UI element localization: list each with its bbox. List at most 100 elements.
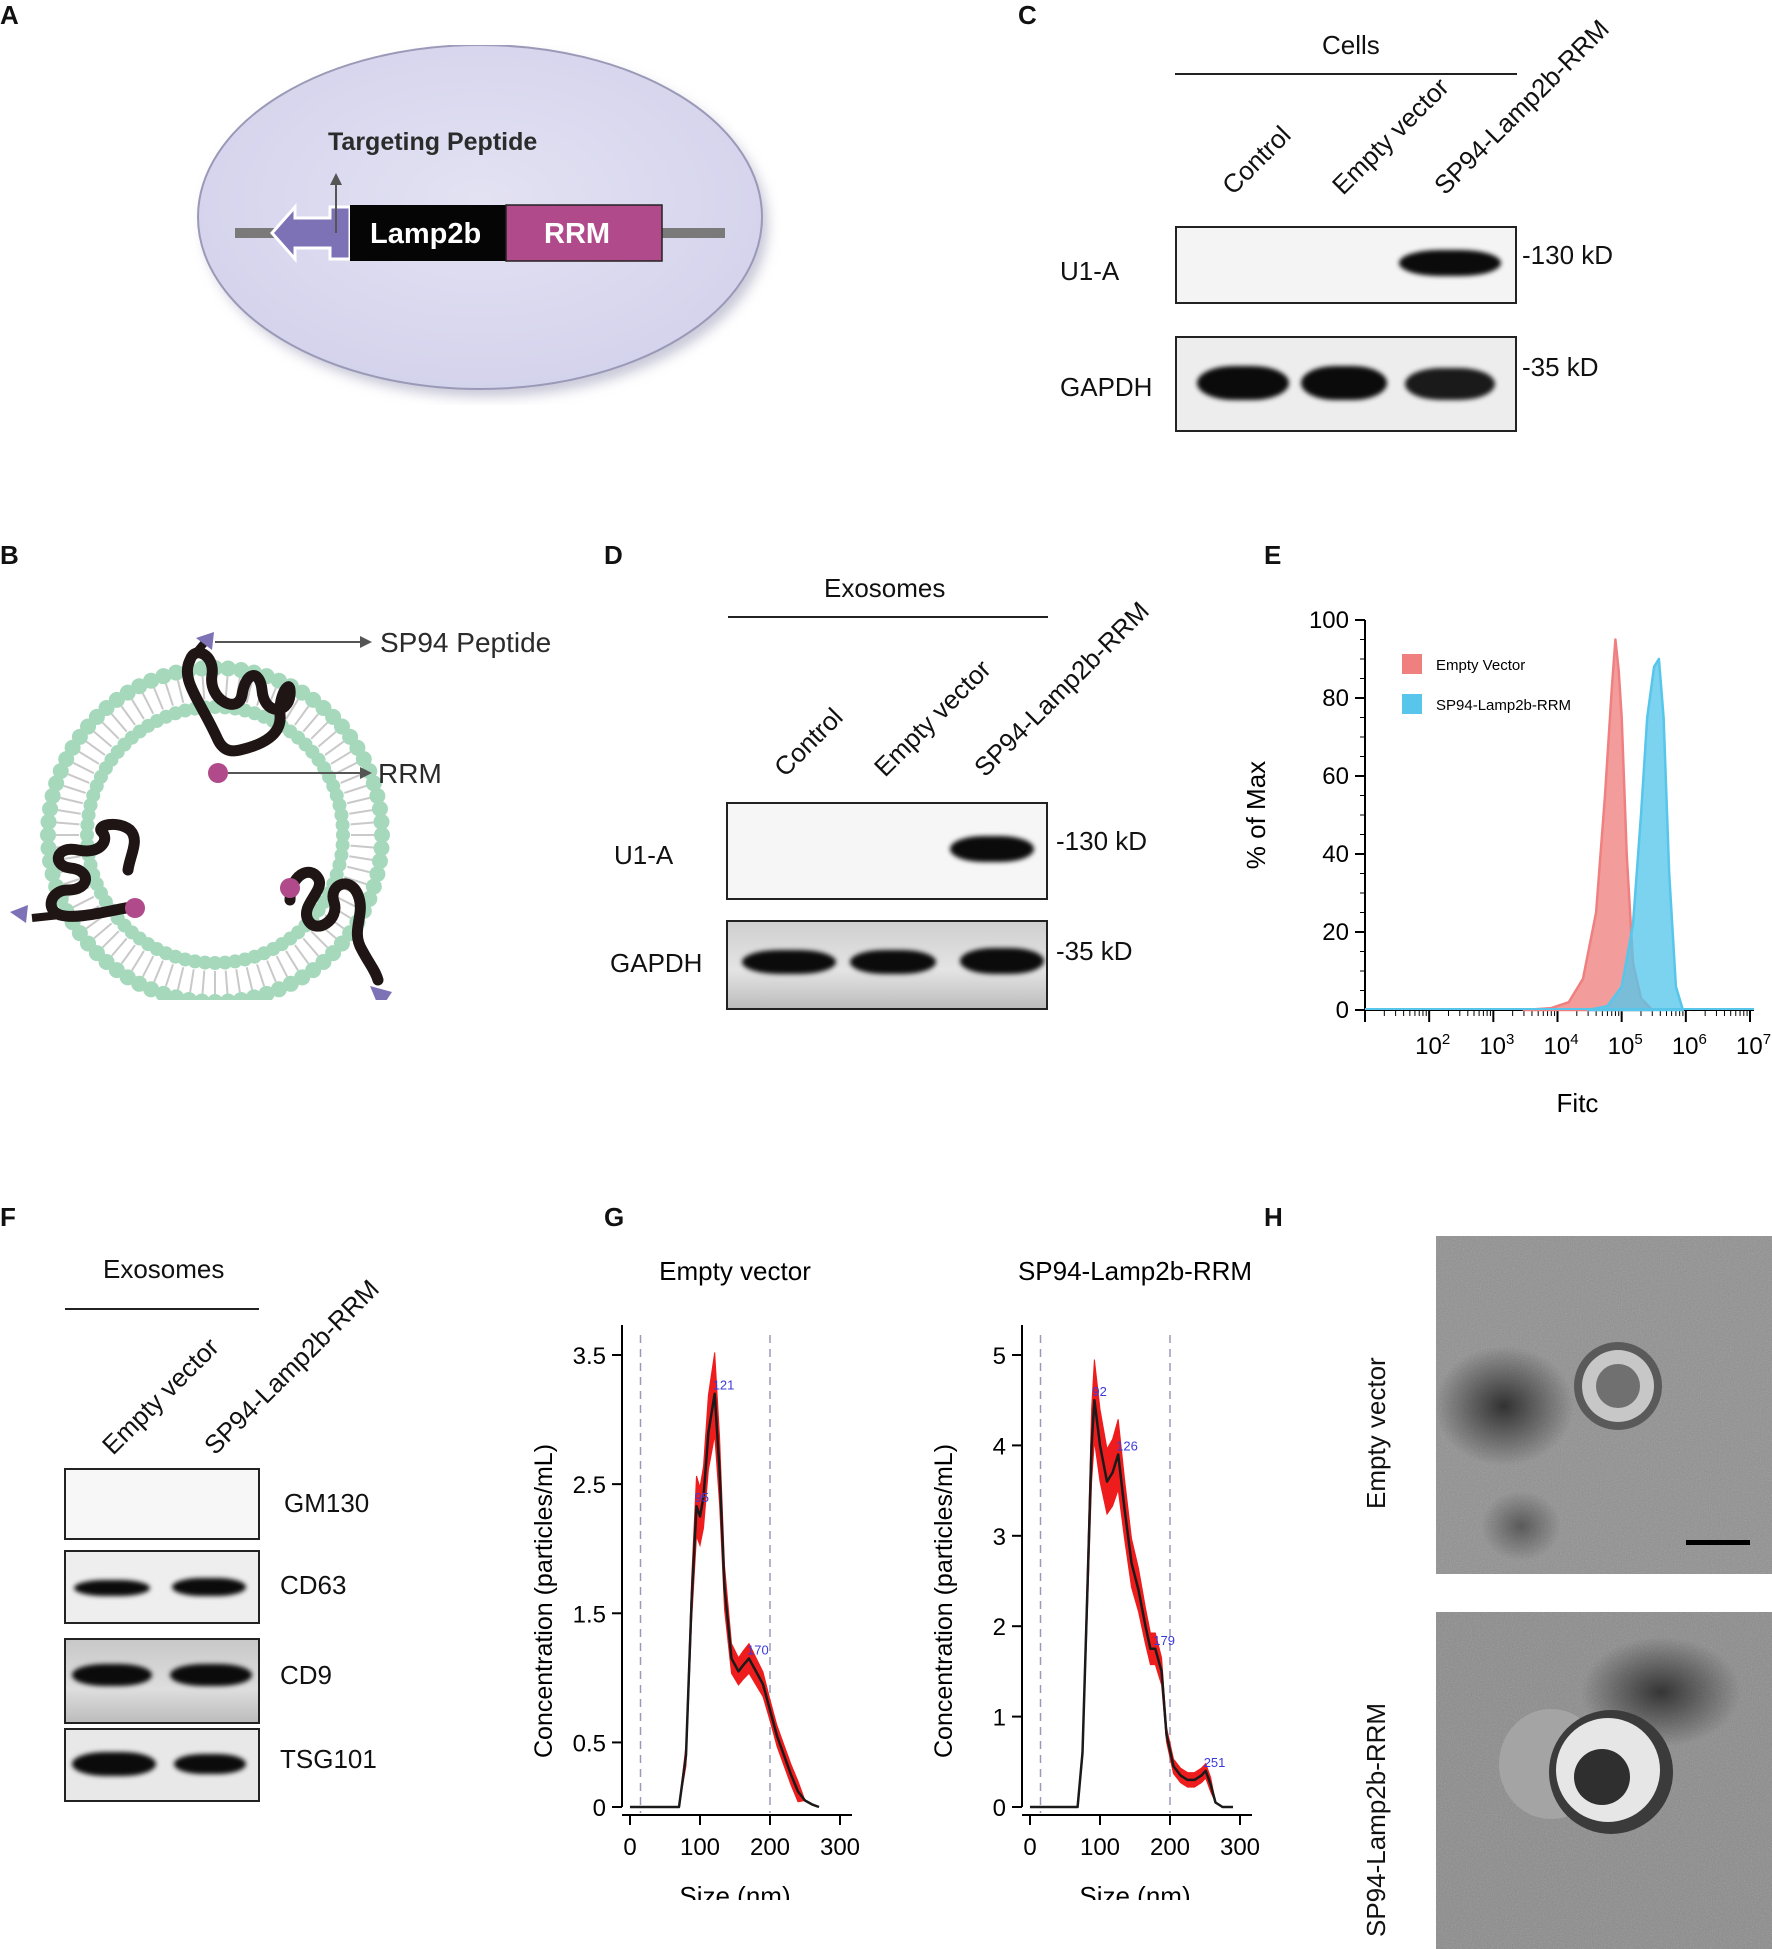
panel-c-gapdh-blot [1175,336,1517,432]
chart-title: SP94-Lamp2b-RRM [1018,1256,1252,1286]
panel-g-chart-empty-vector: Empty vector 0 0.5 1.5 2.5 3.5 0 100 200 300 Size … [500,1240,880,1911]
y-tick-label: 3 [993,1524,1006,1551]
x-axis-label: Size (nm) [1079,1881,1190,1900]
peak-label: 179 [1153,1633,1175,1648]
rrm-label: RRM [544,218,610,250]
y-tick-label: 20 [1322,919,1349,946]
targeting-peptide-label: Targeting Peptide [328,128,537,156]
legend-label: SP94-Lamp2b-RRM [1436,697,1571,714]
panel-letter-g: G [604,1202,625,1232]
panel-d-lane-sp94: SP94-Lamp2b-RRM [968,595,1155,783]
panel-h-row-sp94: SP94-Lamp2b-RRM [1361,1702,1391,1937]
y-tick-label: 3.5 [573,1343,606,1370]
panel-f-gm130-blot [64,1468,260,1540]
x-tick-label: 107 [1736,1031,1771,1060]
panel-d-row-gapdh: GAPDH [610,948,703,978]
panel-f-cd63-blot [64,1550,260,1624]
tem-image-sp94 [1436,1612,1772,1949]
band [742,950,836,974]
y-axis-label: Concentration (particles/mL) [930,1444,958,1758]
histogram-series [1586,657,1685,1012]
peak-label: 251 [1204,1755,1226,1770]
panel-letter-d: D [604,540,623,570]
peak-label: 95 [695,1490,709,1505]
panel-c-row-gapdh: GAPDH [1060,372,1153,402]
x-tick-label: 0 [623,1834,636,1861]
panel-f-row-gm130: GM130 [284,1488,370,1518]
panel-f-tsg101-blot [64,1728,260,1802]
panel-c-lane-sp94: SP94-Lamp2b-RRM [1428,13,1615,201]
x-tick-label: 103 [1479,1031,1514,1060]
panel-c-marker-130: -130 kD [1522,240,1614,270]
x-axis-label: Size (nm) [679,1881,790,1900]
y-axis-label: Concentration (particles/mL) [530,1444,558,1758]
tem-image-empty-vector [1436,1236,1772,1574]
x-tick-label: 300 [820,1834,860,1861]
panel-c-marker-35: -35 kD [1522,352,1599,382]
panel-f-lane-sp94: SP94-Lamp2b-RRM [198,1273,385,1461]
panel-f-row-tsg101: TSG101 [280,1744,377,1774]
y-tick-label: 0 [993,1795,1006,1822]
panel-g-chart-sp94: SP94-Lamp2b-RRM 0 1 2 3 4 5 0 100 200 300 Size (nm)… [900,1240,1260,1911]
y-tick-label: 2.5 [573,1472,606,1499]
peak-label: 121 [713,1378,735,1393]
sp94-peptide-label: SP94 Peptide [380,627,551,658]
x-axis-label: Fitc [1557,1088,1599,1118]
band [960,948,1044,974]
panel-d-gapdh-blot [726,920,1048,1010]
y-tick-label: 100 [1309,607,1349,634]
y-tick-label: 80 [1322,685,1349,712]
x-tick-label: 200 [750,1834,790,1861]
peak-label: 92 [1092,1384,1106,1399]
y-tick-label: 0 [593,1795,606,1822]
panel-d-lane-control: Control [768,701,849,783]
band [1405,368,1495,400]
x-tick-label: 100 [680,1834,720,1861]
panel-letter-h: H [1264,1202,1283,1232]
y-tick-label: 60 [1322,763,1349,790]
panel-letter-c: C [1018,0,1037,30]
x-tick-label: 200 [1150,1834,1190,1861]
band [174,1754,246,1774]
panel-letter-f: F [0,1202,16,1232]
band [74,1580,150,1596]
panel-d-marker-35: -35 kD [1056,936,1133,966]
panel-c-u1a-blot [1175,226,1517,304]
band [1399,250,1501,276]
panel-d-group-line [728,616,1048,618]
band [172,1578,246,1596]
lamp2b-label: Lamp2b [370,218,481,250]
peak-label: 126 [1116,1438,1138,1453]
panel-letter-a: A [0,0,19,30]
panel-letter-b: B [0,540,19,570]
x-tick-label: 105 [1608,1031,1643,1060]
legend-swatch [1402,694,1422,714]
band [950,836,1034,862]
panel-f-cd9-blot [64,1638,260,1724]
panel-f-group-label: Exosomes [103,1254,225,1284]
band [850,950,936,974]
panel-f-row-cd63: CD63 [280,1570,347,1600]
x-tick-label: 100 [1080,1834,1120,1861]
panel-d-group-label: Exosomes [824,573,946,603]
panel-c-group-label: Cells [1322,30,1380,60]
x-tick-label: 104 [1544,1031,1579,1060]
x-tick-label: 0 [1023,1834,1036,1861]
panel-d-u1a-blot [726,802,1048,900]
band [72,1752,156,1776]
panel-a-construct-diagram: Targeting Peptide Lamp2b RRM [180,44,780,405]
x-tick-label: 300 [1220,1834,1260,1861]
panel-d-row-u1a: U1-A [614,840,674,870]
panel-b-exosome-diagram: SP94 Peptide RRM [0,620,600,1010]
panel-c-group-line [1175,73,1517,75]
panel-b-rrm-label: RRM [378,758,442,789]
legend-swatch [1402,654,1422,674]
concentration-line [630,1392,820,1809]
x-tick-label: 102 [1415,1031,1450,1060]
y-tick-label: 1 [993,1705,1006,1732]
panel-c-row-u1a: U1-A [1060,256,1120,286]
concentration-line [1030,1398,1233,1809]
y-tick-label: 1.5 [573,1601,606,1628]
y-tick-label: 0 [1336,997,1349,1024]
panel-f-group-line [65,1308,259,1310]
